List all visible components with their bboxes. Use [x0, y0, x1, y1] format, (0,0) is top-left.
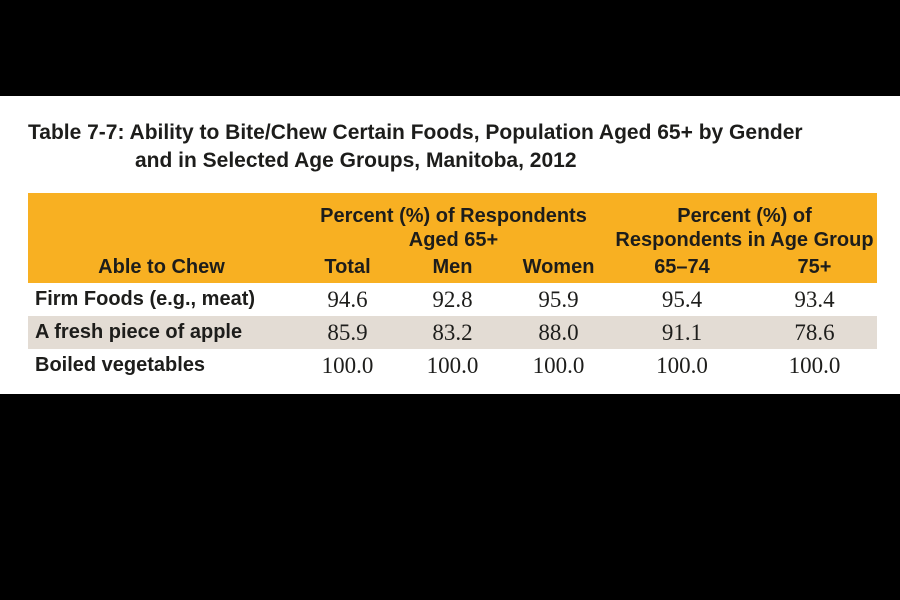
column-header-65-74: 65–74 — [654, 256, 710, 278]
row-value-65-74: 100.0 — [656, 352, 708, 378]
group-header-aged-65-line-2: Aged 65+ — [408, 229, 499, 251]
row-value-women: 88.0 — [538, 319, 579, 345]
table-row-boiled-vegetables: Boiled vegetables 100.0 100.0 100.0 100.… — [28, 349, 877, 382]
row-value-75-plus: 78.6 — [794, 319, 835, 345]
column-header-women: Women — [522, 256, 595, 278]
row-label: A fresh piece of apple — [35, 321, 243, 343]
group-header-aged-65: Percent (%) of Respondents Aged 65+ — [295, 193, 612, 252]
column-header-75-plus: 75+ — [797, 256, 832, 278]
table-title: Table 7-7: Ability to Bite/Chew Certain … — [28, 119, 900, 175]
row-value-men: 92.8 — [432, 286, 473, 312]
row-value-men: 83.2 — [432, 319, 473, 345]
row-value-total: 94.6 — [327, 286, 368, 312]
column-header-row: Able to Chew Total Men Women 65–74 75+ — [28, 252, 877, 283]
row-value-total: 85.9 — [327, 319, 368, 345]
row-value-men: 100.0 — [426, 352, 479, 378]
row-value-women: 100.0 — [532, 352, 585, 378]
row-value-75-plus: 93.4 — [794, 286, 835, 312]
group-header-aged-65-line-1: Percent (%) of Respondents — [320, 205, 587, 227]
table-row-firm-foods: Firm Foods (e.g., meat) 94.6 92.8 95.9 9… — [28, 283, 877, 316]
group-header-age-group-line-2: Respondents in Age Group — [615, 229, 874, 251]
group-header-spacer — [28, 193, 295, 252]
content-area: Table 7-7: Ability to Bite/Chew Certain … — [0, 96, 900, 394]
table-row-fresh-apple: A fresh piece of apple 85.9 83.2 88.0 91… — [28, 316, 877, 349]
group-header-age-group-line-1: Percent (%) of — [677, 205, 812, 227]
row-value-65-74: 95.4 — [661, 286, 703, 312]
group-header-age-group: Percent (%) of Respondents in Age Group — [612, 193, 877, 252]
group-header-row: Percent (%) of Respondents Aged 65+ Perc… — [28, 193, 877, 252]
table-title-line-2: and in Selected Age Groups, Manitoba, 20… — [135, 149, 577, 172]
row-value-75-plus: 100.0 — [788, 352, 841, 378]
row-value-total: 100.0 — [321, 352, 374, 378]
column-header-total: Total — [324, 256, 371, 278]
column-header-men: Men — [432, 256, 473, 278]
column-header-able-to-chew: Able to Chew — [98, 256, 225, 278]
row-value-women: 95.9 — [538, 286, 579, 312]
table-title-line-1: Table 7-7: Ability to Bite/Chew Certain … — [28, 121, 803, 144]
data-table: Percent (%) of Respondents Aged 65+ Perc… — [28, 193, 877, 382]
table-header: Percent (%) of Respondents Aged 65+ Perc… — [28, 193, 877, 283]
row-label: Firm Foods (e.g., meat) — [35, 288, 256, 310]
row-label: Boiled vegetables — [35, 354, 206, 376]
row-value-65-74: 91.1 — [661, 319, 703, 345]
